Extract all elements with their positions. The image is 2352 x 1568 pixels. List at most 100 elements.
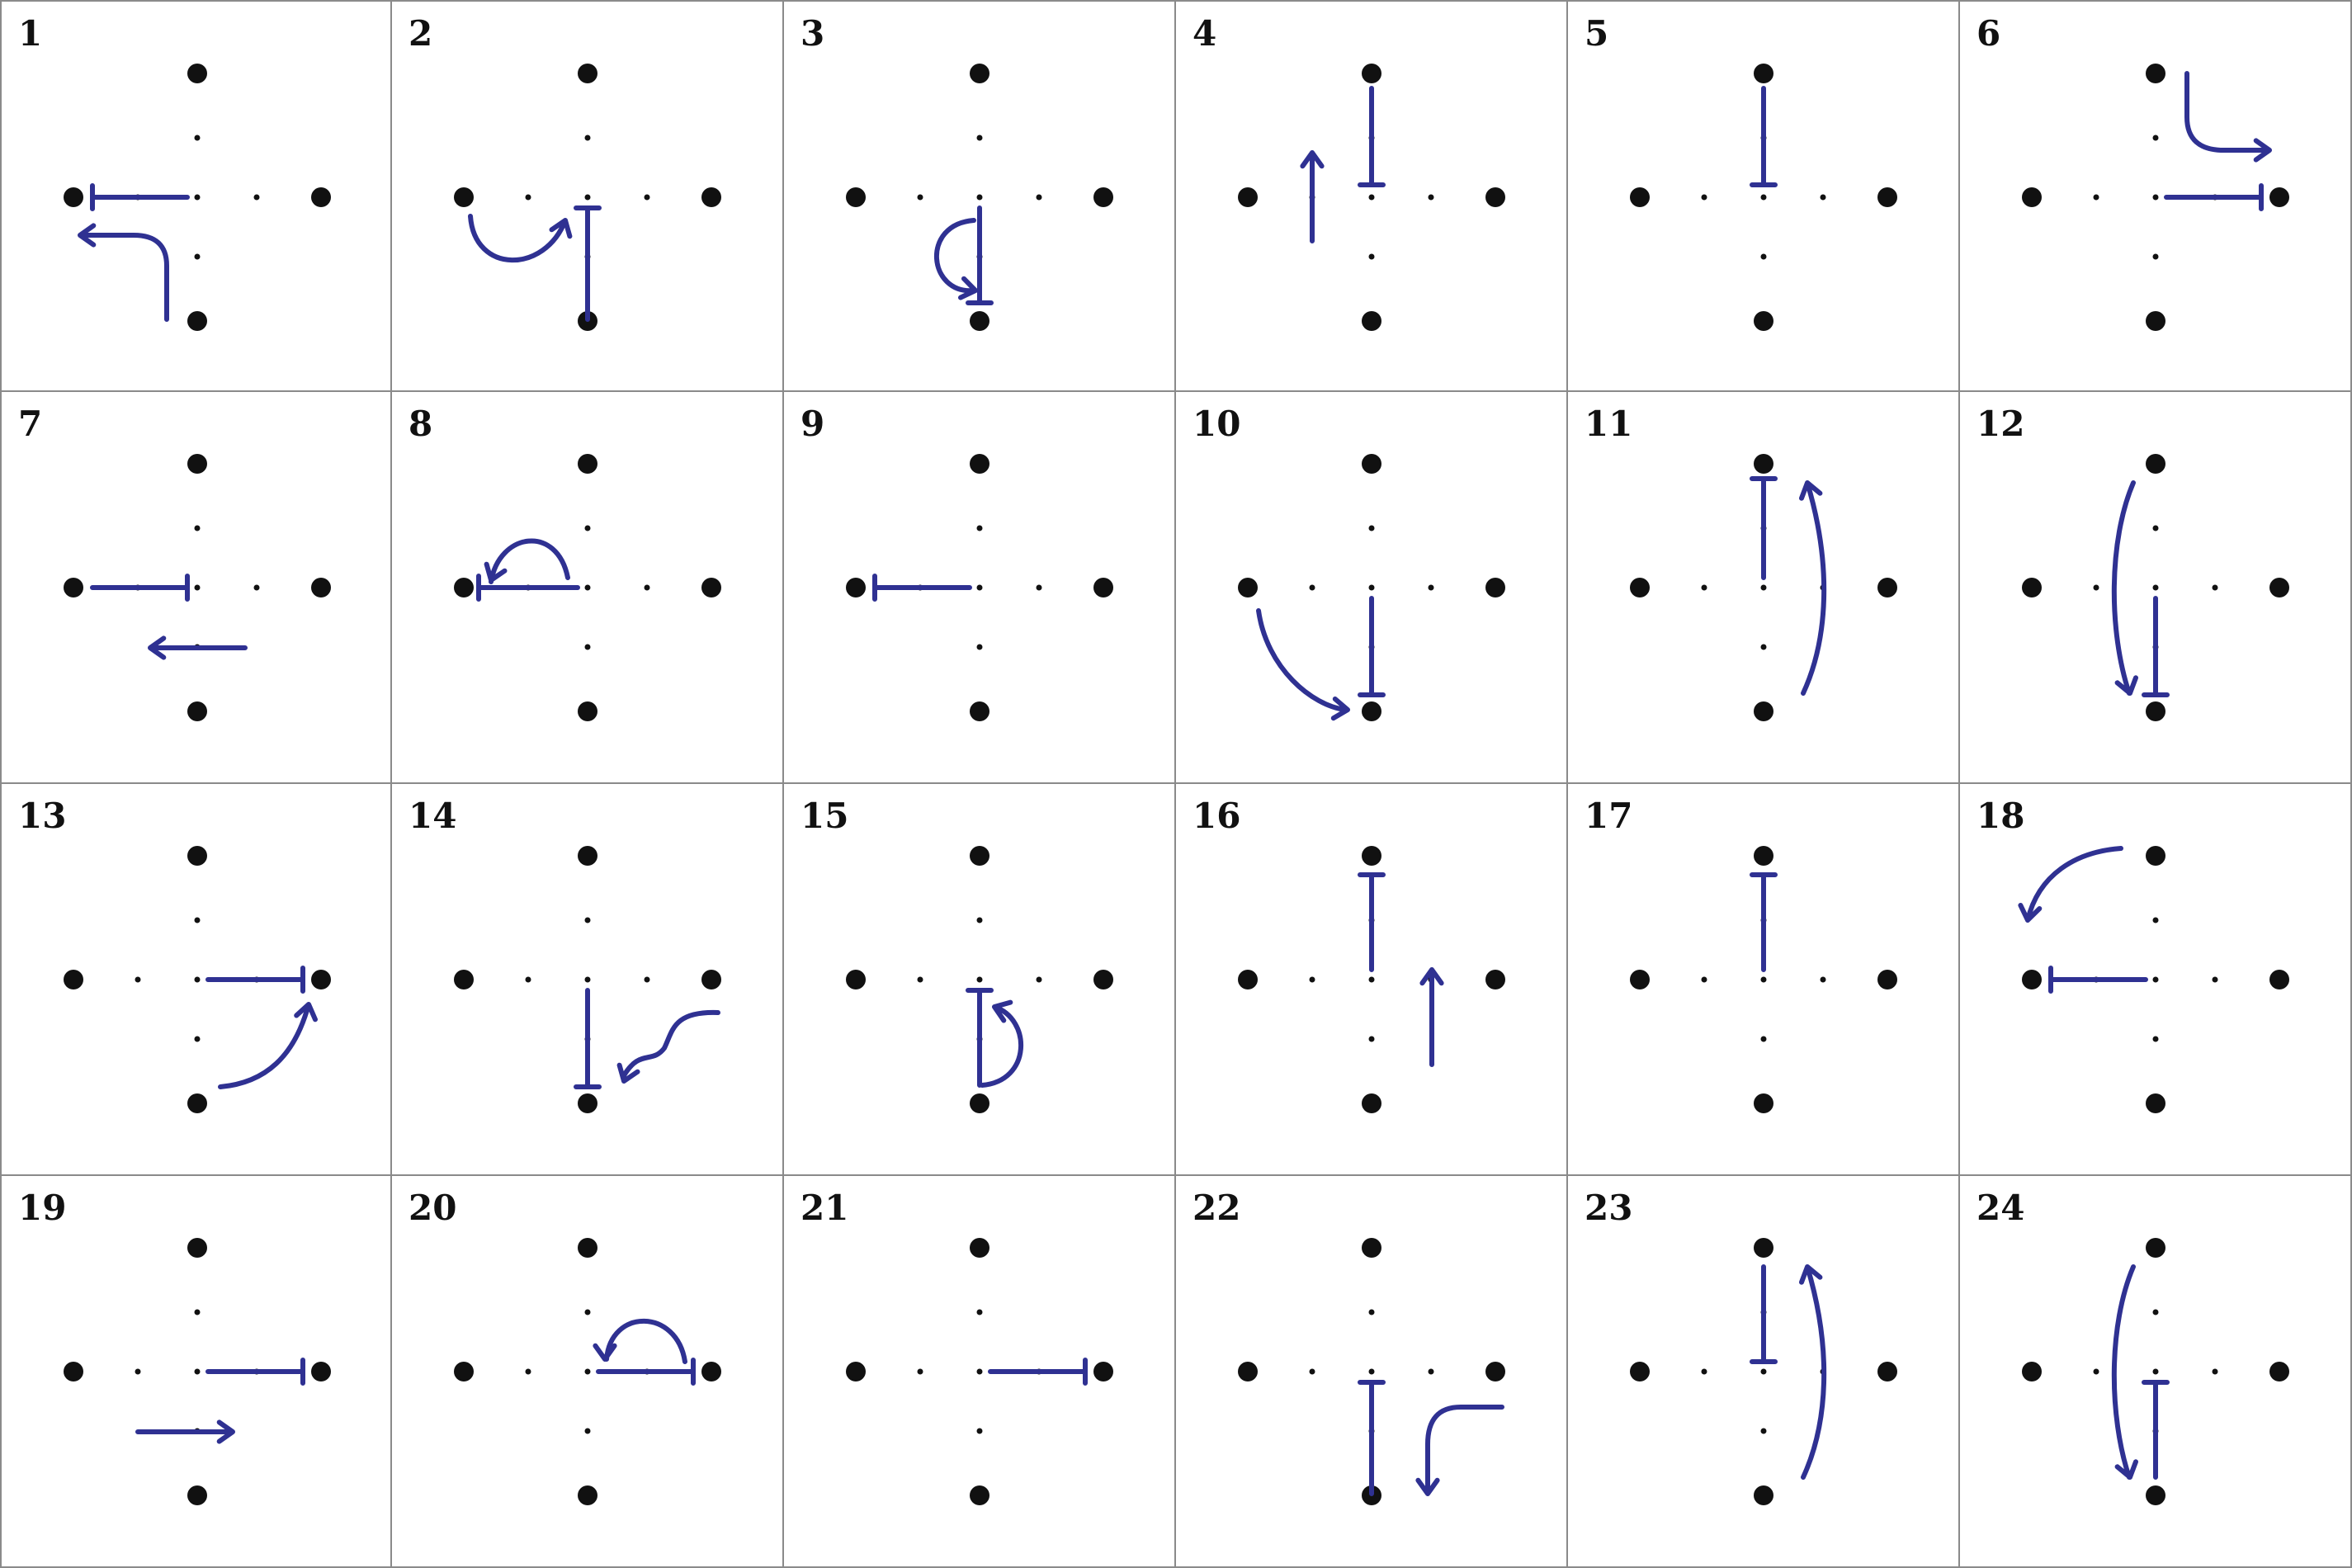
small-dot xyxy=(1368,253,1375,260)
large-dot xyxy=(2146,1485,2165,1505)
curved-arrow xyxy=(468,214,573,263)
small-dot xyxy=(194,917,201,923)
bar-line xyxy=(1750,476,1778,580)
panel-number: 13 xyxy=(18,796,67,836)
bar-line xyxy=(2048,966,2148,994)
panel-diagram xyxy=(64,1238,331,1505)
small-dot xyxy=(2152,976,2159,983)
small-dot xyxy=(194,525,201,531)
small-dot xyxy=(917,1368,923,1375)
bar-line xyxy=(1358,596,1386,697)
large-dot xyxy=(1362,64,1381,83)
panel-diagram xyxy=(1238,846,1505,1113)
straight-arrow xyxy=(1419,967,1444,1067)
small-dot xyxy=(976,1428,983,1434)
small-dot xyxy=(1701,584,1707,591)
panel-number: 15 xyxy=(801,796,849,836)
small-dot xyxy=(1701,1368,1707,1375)
small-dot xyxy=(644,194,650,201)
large-dot xyxy=(1754,846,1773,866)
large-dot xyxy=(2146,846,2165,866)
small-dot xyxy=(1368,976,1375,983)
large-dot xyxy=(2022,970,2042,989)
large-dot xyxy=(2146,311,2165,331)
panel-number: 24 xyxy=(1977,1188,2025,1228)
small-dot xyxy=(976,194,983,201)
small-dot xyxy=(1309,976,1315,983)
bar-line xyxy=(2142,596,2170,697)
panel-number: 21 xyxy=(801,1188,849,1228)
small-dot xyxy=(194,584,201,591)
small-dot xyxy=(976,135,983,141)
large-dot xyxy=(578,454,597,474)
small-dot xyxy=(2152,1368,2159,1375)
panel-diagram xyxy=(454,1238,721,1505)
panel: 24 xyxy=(1960,1176,2352,1568)
large-dot xyxy=(1093,187,1113,207)
small-dot xyxy=(2152,253,2159,260)
large-dot xyxy=(1362,311,1381,331)
small-dot xyxy=(976,1309,983,1315)
large-dot xyxy=(1238,1362,1258,1381)
bar-line xyxy=(1750,1264,1778,1364)
small-dot xyxy=(1036,584,1042,591)
panel-diagram xyxy=(1238,1238,1505,1505)
panel-number: 12 xyxy=(1977,404,2025,444)
panel-diagram xyxy=(846,1238,1113,1505)
large-dot xyxy=(454,1362,474,1381)
panel-diagram xyxy=(2018,846,2289,1113)
small-dot xyxy=(1368,1309,1375,1315)
large-dot xyxy=(311,578,331,597)
small-dot xyxy=(644,584,650,591)
large-dot xyxy=(1754,1093,1773,1113)
curved-arrow xyxy=(933,218,978,300)
panel-number: 4 xyxy=(1193,13,1217,54)
large-dot xyxy=(1485,1362,1505,1381)
panel-diagram xyxy=(454,454,721,721)
small-dot xyxy=(194,1309,201,1315)
curved-arrow xyxy=(593,1319,687,1364)
large-dot xyxy=(1877,1362,1897,1381)
large-dot xyxy=(2269,1362,2289,1381)
small-dot xyxy=(1309,1368,1315,1375)
large-dot xyxy=(1093,1362,1113,1381)
large-dot xyxy=(1630,1362,1650,1381)
panel-diagram xyxy=(846,454,1113,721)
bar-line xyxy=(90,574,190,602)
curved-arrow xyxy=(2111,1264,2138,1480)
large-dot xyxy=(1093,970,1113,989)
large-dot xyxy=(2022,1362,2042,1381)
large-dot xyxy=(454,578,474,597)
large-dot xyxy=(454,187,474,207)
curved-arrow xyxy=(616,1009,720,1084)
large-dot xyxy=(970,1238,989,1258)
small-dot xyxy=(584,917,591,923)
panel-number: 11 xyxy=(1585,404,1633,444)
small-dot xyxy=(1701,194,1707,201)
large-dot xyxy=(187,1485,207,1505)
small-dot xyxy=(525,1368,531,1375)
large-dot xyxy=(1362,1093,1381,1113)
small-dot xyxy=(584,525,591,531)
panel-number: 3 xyxy=(801,13,825,54)
large-dot xyxy=(187,1093,207,1113)
large-dot xyxy=(311,970,331,989)
large-dot xyxy=(1362,1238,1381,1258)
large-dot xyxy=(64,1362,83,1381)
curved-arrow xyxy=(980,999,1023,1088)
panel: 1 xyxy=(0,0,392,392)
panel: 22 xyxy=(1176,1176,1568,1568)
large-dot xyxy=(970,701,989,721)
large-dot xyxy=(2269,187,2289,207)
bar-line xyxy=(1750,86,1778,187)
bar-line xyxy=(205,966,305,994)
large-dot xyxy=(2146,64,2165,83)
small-dot xyxy=(2212,976,2218,983)
large-dot xyxy=(701,578,721,597)
small-dot xyxy=(976,1368,983,1375)
large-dot xyxy=(970,311,989,331)
straight-arrow xyxy=(1300,150,1325,243)
small-dot xyxy=(2093,194,2099,201)
small-dot xyxy=(1368,525,1375,531)
bar-line xyxy=(596,1358,696,1386)
